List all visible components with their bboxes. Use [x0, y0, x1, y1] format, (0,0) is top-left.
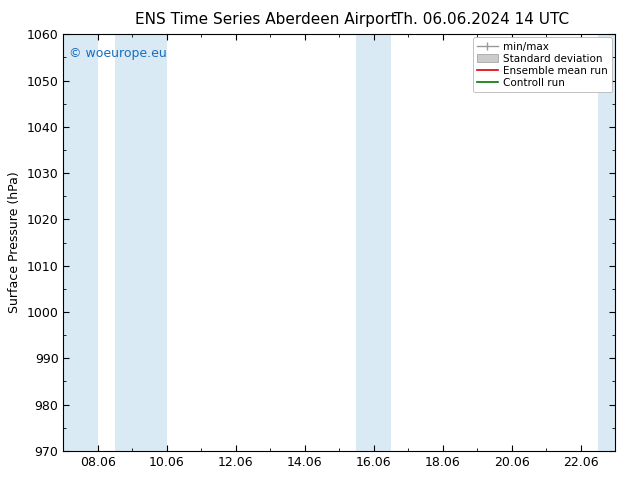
Text: © woeurope.eu: © woeurope.eu: [69, 47, 167, 60]
Bar: [115, 34, 167, 451]
Bar: [356, 34, 391, 451]
Bar: [598, 34, 615, 451]
Y-axis label: Surface Pressure (hPa): Surface Pressure (hPa): [8, 172, 21, 314]
Bar: [63, 34, 98, 451]
Text: ENS Time Series Aberdeen Airport: ENS Time Series Aberdeen Airport: [136, 12, 397, 27]
Text: Th. 06.06.2024 14 UTC: Th. 06.06.2024 14 UTC: [394, 12, 569, 27]
Legend: min/max, Standard deviation, Ensemble mean run, Controll run: min/max, Standard deviation, Ensemble me…: [473, 37, 612, 92]
